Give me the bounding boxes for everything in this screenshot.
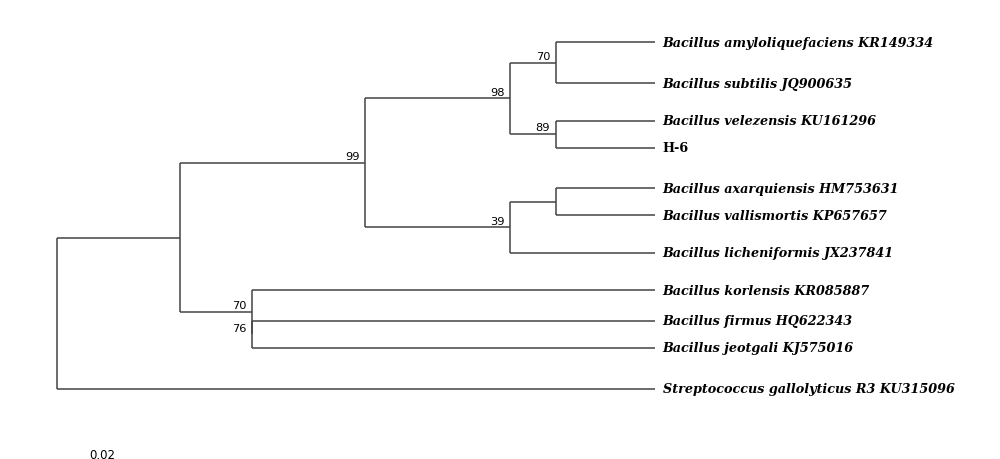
Text: Bacillus licheniformis JX237841: Bacillus licheniformis JX237841: [663, 247, 894, 260]
Text: 39: 39: [490, 216, 505, 226]
Text: 98: 98: [490, 88, 505, 98]
Text: 0.02: 0.02: [89, 448, 115, 459]
Text: 99: 99: [345, 152, 360, 162]
Text: H-6: H-6: [663, 142, 689, 155]
Text: 76: 76: [232, 323, 247, 333]
Text: 89: 89: [536, 123, 550, 133]
Text: Streptococcus gallolyticus R3 KU315096: Streptococcus gallolyticus R3 KU315096: [663, 382, 954, 395]
Text: Bacillus subtilis JQ900635: Bacillus subtilis JQ900635: [663, 78, 853, 90]
Text: Bacillus axarquiensis HM753631: Bacillus axarquiensis HM753631: [663, 183, 899, 196]
Text: Bacillus korlensis KR085887: Bacillus korlensis KR085887: [663, 284, 870, 297]
Text: 70: 70: [536, 52, 550, 62]
Text: Bacillus velezensis KU161296: Bacillus velezensis KU161296: [663, 115, 877, 128]
Text: Bacillus jeotgali KJ575016: Bacillus jeotgali KJ575016: [663, 341, 854, 354]
Text: Bacillus amyloliquefaciens KR149334: Bacillus amyloliquefaciens KR149334: [663, 37, 934, 50]
Text: Bacillus vallismortis KP657657: Bacillus vallismortis KP657657: [663, 210, 887, 223]
Text: 70: 70: [232, 301, 247, 311]
Text: Bacillus firmus HQ622343: Bacillus firmus HQ622343: [663, 314, 853, 327]
